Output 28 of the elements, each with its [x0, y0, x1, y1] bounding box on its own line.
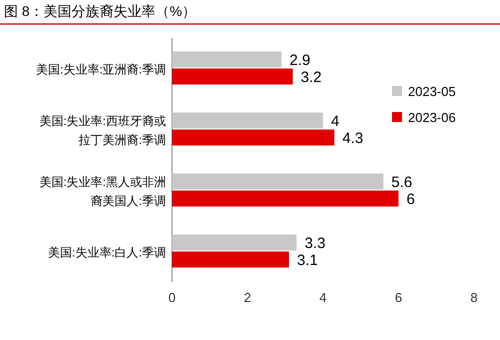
- bar: [172, 112, 323, 128]
- data-label: 3.3: [304, 235, 326, 252]
- y-tick-label: 美国:失业率:亚洲裔:季调: [36, 62, 166, 76]
- bar: [172, 130, 334, 146]
- bar: [172, 234, 297, 250]
- bar: [172, 68, 293, 84]
- data-label: 6: [406, 191, 415, 208]
- x-tick-label: 6: [394, 290, 402, 305]
- data-label: 3.1: [297, 252, 318, 269]
- bar: [172, 52, 282, 68]
- x-tick-label: 4: [319, 290, 327, 305]
- legend-label: 2023-06: [408, 110, 456, 125]
- data-label: 4.3: [342, 130, 364, 147]
- x-tick-label: 0: [168, 290, 176, 305]
- data-label: 2.9: [289, 52, 310, 69]
- y-tick-label: 美国:失业率:西班牙裔或拉丁美洲裔:季调: [39, 114, 166, 147]
- data-label: 5.6: [391, 174, 412, 191]
- chart-title: 图 8：美国分族裔失业率（%）: [4, 3, 196, 19]
- data-label: 4: [331, 113, 340, 130]
- x-tick-label: 2: [244, 290, 252, 305]
- bar: [172, 190, 398, 206]
- x-tick-label: 8: [470, 290, 478, 305]
- y-tick-label: 美国:失业率:黑人或非洲裔美国人:季调: [39, 175, 166, 208]
- bar: [172, 252, 290, 268]
- data-label: 3.2: [300, 69, 322, 86]
- legend-label: 2023-05: [408, 84, 456, 99]
- y-tick-label: 美国:失业率:白人:季调: [48, 246, 166, 260]
- bar: [172, 174, 384, 190]
